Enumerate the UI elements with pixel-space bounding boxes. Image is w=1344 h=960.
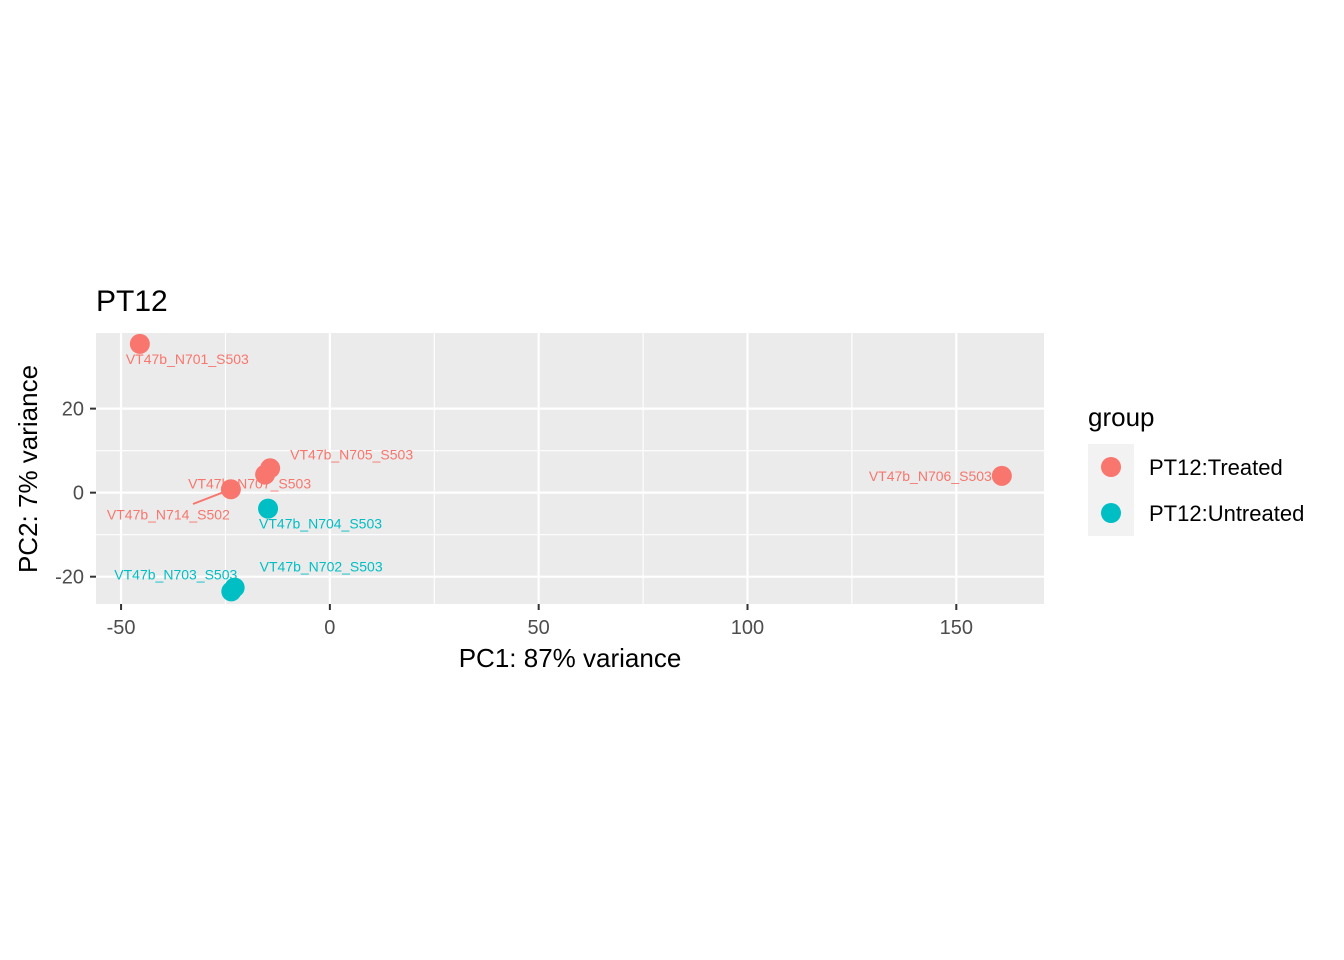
- point-label: VT47b_N706_S503: [869, 468, 992, 484]
- data-point: [991, 465, 1012, 486]
- point-label: VT47b_N705_S503: [290, 446, 413, 462]
- plot-panel: [96, 333, 1044, 604]
- grid-major: [96, 333, 1044, 604]
- point-label: VT47b_N704_S503: [259, 516, 382, 532]
- legend-label-treated: PT12:Treated: [1149, 455, 1283, 480]
- y-tick-label: 0: [73, 483, 84, 505]
- x-axis-title: PC1: 87% variance: [459, 643, 682, 673]
- chart-title: PT12: [96, 285, 168, 318]
- data-point: [221, 581, 242, 602]
- y-axis-title: PC2: 7% variance: [13, 365, 43, 573]
- point-label: VT47b_N701_S503: [126, 351, 249, 367]
- x-tick-label: 150: [940, 617, 973, 639]
- x-tick-label: 0: [324, 617, 335, 639]
- x-tick-label: 100: [731, 617, 764, 639]
- point-label: VT47b_N707_S503: [188, 476, 311, 492]
- legend-swatch-treated: [1101, 457, 1121, 477]
- legend-label-untreated: PT12:Untreated: [1149, 501, 1304, 526]
- grid-minor: [96, 333, 1044, 604]
- x-tick-label: -50: [107, 617, 136, 639]
- data-point: [255, 464, 276, 485]
- axis-ticks: -50 0 50 100 150 -20 0 20: [55, 399, 973, 639]
- x-tick-label: 50: [528, 617, 550, 639]
- legend-title: group: [1088, 402, 1155, 432]
- data-point: [129, 333, 150, 354]
- y-tick-label: 20: [62, 399, 84, 421]
- point-label: VT47b_N714_S502: [107, 506, 230, 522]
- legend-swatch-untreated: [1101, 503, 1121, 523]
- point-label: VT47b_N702_S503: [260, 559, 383, 575]
- data-points: [129, 333, 1012, 602]
- y-tick-label: -20: [55, 567, 84, 589]
- legend: group PT12:Treated PT12:Untreated: [1088, 402, 1304, 536]
- point-label: VT47b_N703_S503: [114, 566, 237, 582]
- data-point: [258, 498, 279, 519]
- point-labels: VT47b_N701_S503 VT47b_N705_S503 VT47b_N707…: [107, 351, 992, 582]
- data-point: [220, 479, 241, 500]
